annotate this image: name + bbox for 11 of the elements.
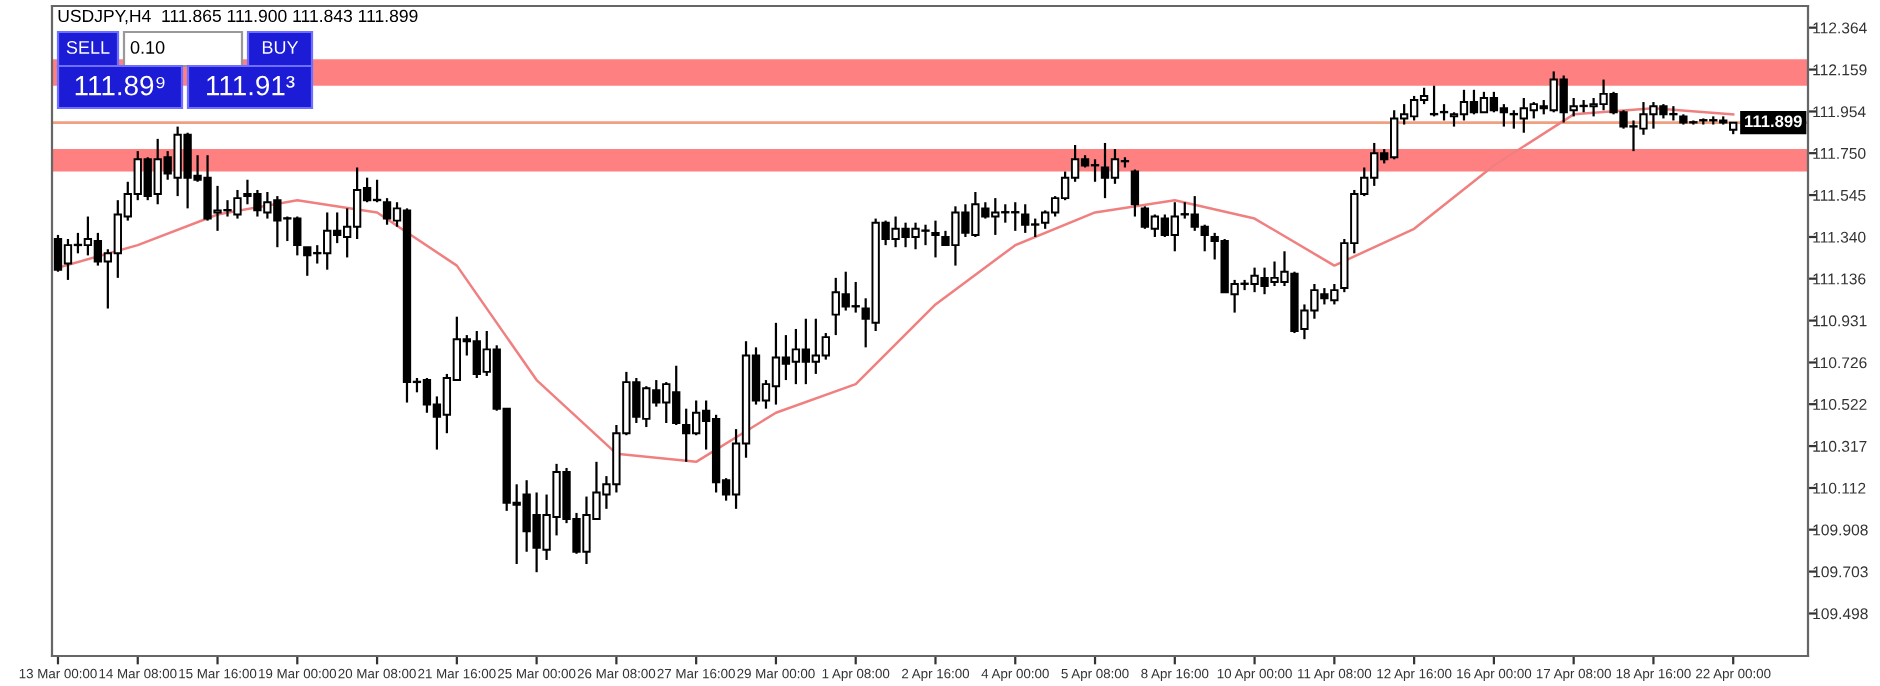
candlestick [931,219,940,259]
line-series [56,106,1735,464]
annotation: 111.91³ [207,75,295,96]
candlestick [1429,84,1439,118]
annotation: BUY [262,41,299,54]
ref-line-label: 111.899 [1745,115,1802,128]
annotation: 111.89⁹ [75,75,165,96]
chart-title: USDJPY,H4 111.865 111.900 111.843 111.899 [58,9,418,25]
candlestick [1130,168,1140,218]
annotation: SELL [66,41,110,54]
annotation: 0.10 [130,41,165,54]
